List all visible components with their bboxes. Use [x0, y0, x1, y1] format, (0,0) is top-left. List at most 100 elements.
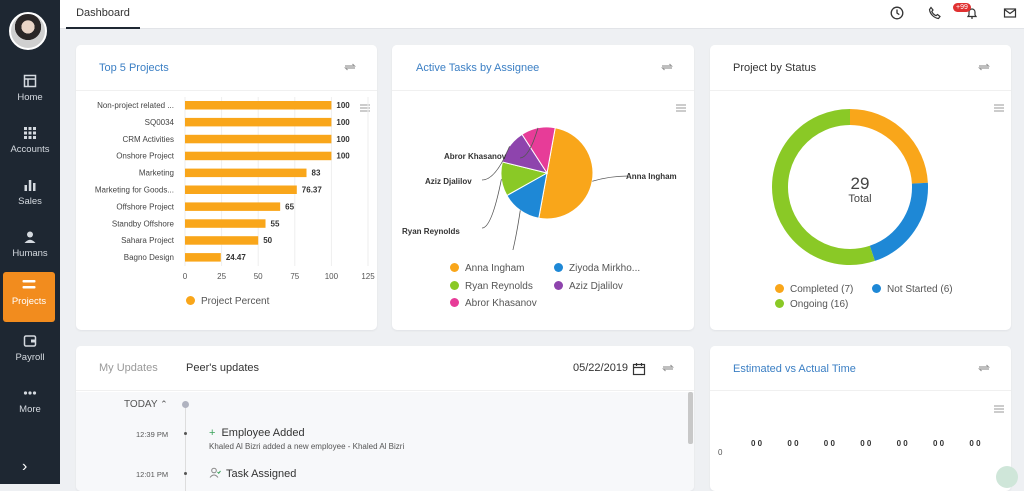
bar — [185, 185, 297, 194]
donut-segment — [849, 109, 928, 184]
bar — [185, 101, 332, 110]
estimate-value-pair: 0 0 — [896, 439, 908, 448]
timeline-area — [76, 392, 694, 491]
event-title-row[interactable]: Task Assigned — [209, 467, 296, 480]
sidebar-item-humans[interactable]: Humans — [0, 224, 60, 276]
bar-chart-icon — [24, 180, 36, 191]
legend-label: Not Started (6) — [887, 284, 953, 295]
legend-swatch — [775, 284, 784, 293]
today-text: TODAY — [124, 399, 158, 410]
bar-value-label: 83 — [312, 169, 321, 178]
sidebar-item-projects[interactable]: Projects — [3, 272, 55, 322]
legend-item[interactable]: Ziyoda Mirkho... — [554, 263, 640, 274]
category-label: CRM Activities — [122, 135, 174, 144]
phone-icon[interactable] — [928, 6, 942, 20]
chart-menu-icon[interactable] — [676, 104, 686, 112]
topbar: Dashboard +99 — [60, 0, 1024, 29]
donut-total-label: Total — [848, 193, 872, 205]
tab-peers-updates[interactable]: Peer's updates — [186, 362, 260, 374]
bar-value-label: 50 — [263, 236, 272, 245]
x-tick-label: 75 — [290, 272, 299, 281]
plus-icon: + — [209, 427, 216, 439]
bar — [185, 117, 332, 127]
user-icon — [24, 231, 36, 243]
refresh-icon[interactable] — [661, 361, 675, 375]
scrollbar[interactable] — [688, 392, 693, 444]
legend-swatch — [554, 281, 563, 290]
legend-item[interactable]: Completed (7) — [775, 284, 853, 295]
legend-item[interactable]: Not Started (6) — [872, 284, 953, 295]
event-time: 12:39 PM — [136, 430, 169, 439]
chart-menu-icon[interactable] — [994, 104, 1004, 112]
refresh-icon[interactable] — [343, 60, 357, 74]
sidebar-item-more[interactable]: More — [0, 380, 60, 432]
chart-menu-icon[interactable] — [994, 405, 1004, 413]
legend-item[interactable]: Aziz Djalilov — [554, 281, 623, 292]
tab-my-updates[interactable]: My Updates — [99, 362, 158, 374]
card-title: Project by Status — [733, 62, 817, 74]
estimate-value-pair: 0 0 — [787, 439, 799, 448]
estimate-value-pair: 0 0 — [933, 439, 945, 448]
chart-menu-icon[interactable] — [360, 104, 370, 112]
callout-line — [592, 175, 629, 182]
bar-value-label: 100 — [336, 135, 350, 144]
legend-swatch — [775, 299, 784, 308]
legend-item[interactable]: Ongoing (16) — [775, 299, 848, 310]
bar-value-label: 24.47 — [226, 253, 247, 262]
refresh-icon[interactable] — [660, 60, 674, 74]
sidebar-label-sales: Sales — [18, 196, 42, 207]
x-tick-label: 25 — [217, 272, 226, 281]
timeline-dot — [184, 472, 187, 475]
estimate-value-pair: 0 0 — [823, 439, 835, 448]
assign-user-icon — [209, 467, 221, 478]
category-label: Offshore Project — [116, 202, 174, 211]
wallet-icon — [23, 335, 37, 347]
card-header — [76, 45, 377, 91]
sidebar-item-accounts[interactable]: Accounts — [0, 120, 60, 172]
top5-bar-chart: 0 25 50 75 100 125 Non-project related ... 100 S… — [95, 97, 375, 281]
sidebar-expand-chevron-icon[interactable]: › — [22, 458, 28, 475]
donut-segment — [772, 109, 875, 265]
sidebar-item-payroll[interactable]: Payroll — [0, 328, 60, 380]
grid-icon — [24, 127, 36, 139]
card-header — [392, 45, 694, 91]
refresh-icon[interactable] — [977, 60, 991, 74]
user-avatar[interactable] — [9, 12, 47, 50]
bar-value-label: 100 — [336, 101, 350, 110]
status-donut-chart — [772, 109, 928, 265]
sidebar-label-payroll: Payroll — [15, 352, 45, 363]
legend-swatch — [186, 296, 195, 305]
legend-label: Project Percent — [201, 296, 270, 307]
category-label: Bagno Design — [124, 253, 174, 262]
bar — [185, 202, 281, 211]
event-description: Khaled Al Bizri added a new employee - K… — [209, 442, 405, 451]
legend-label: Ongoing (16) — [790, 299, 849, 310]
legend-item[interactable]: Anna Ingham — [450, 263, 525, 274]
slice-label: Abror Khasanov — [444, 152, 507, 161]
bar-value-label: 55 — [271, 219, 280, 228]
updates-card: My Updates Peer's updates 05/22/2019 TOD… — [76, 346, 694, 491]
mail-icon[interactable] — [1003, 6, 1017, 20]
sidebar-label-more: More — [19, 404, 41, 415]
sidebar-item-sales[interactable]: Sales — [0, 172, 60, 224]
top5-projects-card: Top 5 Projects 0 25 50 75 100 125 Non-project … — [76, 45, 377, 330]
event-title-row[interactable]: + Employee Added — [209, 427, 305, 439]
refresh-icon[interactable] — [977, 361, 991, 375]
legend-label: Abror Khasanov — [465, 298, 537, 309]
legend-item[interactable]: Abror Khasanov — [450, 298, 537, 309]
card-title: Estimated vs Actual Time — [733, 363, 856, 375]
sidebar-label-projects: Projects — [11, 296, 47, 307]
calendar-icon[interactable] — [632, 362, 646, 376]
x-tick-label: 100 — [325, 272, 339, 281]
bell-icon[interactable] — [965, 6, 979, 20]
clock-icon[interactable] — [890, 6, 904, 20]
updates-date[interactable]: 05/22/2019 — [573, 362, 629, 374]
legend-item[interactable]: Ryan Reynolds — [450, 281, 533, 292]
tab-dashboard[interactable]: Dashboard — [66, 0, 140, 29]
card-header — [710, 45, 1011, 91]
slice-label: Anna Ingham — [626, 172, 677, 181]
sidebar-item-home[interactable]: Home — [0, 68, 60, 120]
notification-badge: +99 — [953, 3, 971, 12]
chat-bubble-icon[interactable] — [996, 466, 1018, 488]
